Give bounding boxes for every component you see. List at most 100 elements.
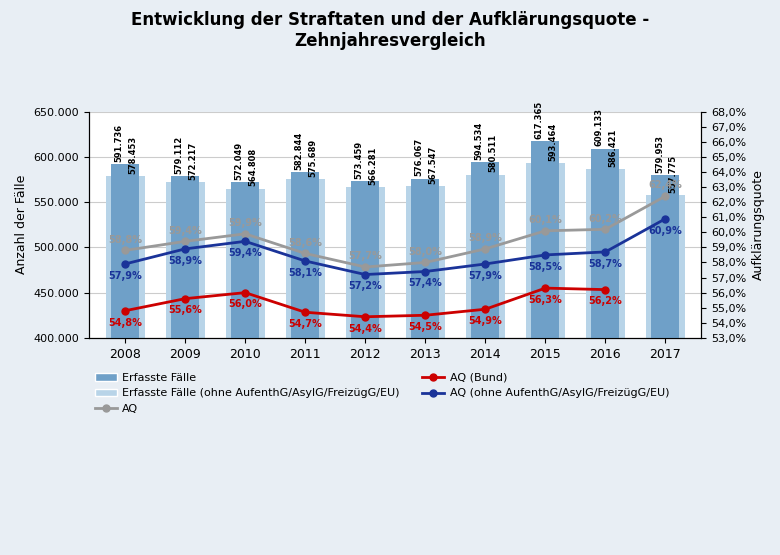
Text: 586.421: 586.421 bbox=[608, 129, 618, 167]
Bar bbox=[586, 169, 625, 555]
AQ bbox=[661, 193, 670, 199]
Bar bbox=[411, 179, 439, 555]
Legend: Erfasste Fälle, Erfasste Fälle (ohne AufenthG/AsylG/FreizügG/EU), AQ, AQ (Bund),: Erfasste Fälle, Erfasste Fälle (ohne Auf… bbox=[94, 373, 669, 414]
AQ (ohne AufenthG/AsylG/FreizügG/EU) bbox=[420, 268, 430, 275]
Text: 54,9%: 54,9% bbox=[469, 316, 502, 326]
Bar bbox=[346, 188, 385, 555]
Text: 572.049: 572.049 bbox=[235, 142, 243, 180]
AQ bbox=[480, 245, 490, 252]
Bar bbox=[646, 195, 685, 555]
Text: Entwicklung der Straftaten und der Aufklärungsquote -
Zehnjahresvergleich: Entwicklung der Straftaten und der Aufkl… bbox=[131, 11, 649, 50]
Text: 617.365: 617.365 bbox=[535, 100, 544, 139]
Text: 578.453: 578.453 bbox=[129, 136, 137, 174]
Text: 579.953: 579.953 bbox=[655, 135, 664, 173]
Text: 58,0%: 58,0% bbox=[409, 247, 442, 257]
AQ bbox=[420, 259, 430, 266]
AQ (Bund) bbox=[480, 306, 490, 312]
AQ (ohne AufenthG/AsylG/FreizügG/EU) bbox=[360, 271, 370, 278]
Text: 54,7%: 54,7% bbox=[289, 319, 322, 329]
Text: 564.808: 564.808 bbox=[249, 148, 257, 186]
Text: 593.464: 593.464 bbox=[548, 122, 558, 160]
Text: 579.112: 579.112 bbox=[175, 135, 183, 174]
AQ bbox=[240, 230, 250, 237]
Bar bbox=[231, 182, 259, 555]
AQ bbox=[541, 228, 550, 234]
AQ (ohne AufenthG/AsylG/FreizügG/EU) bbox=[601, 249, 610, 255]
Bar bbox=[225, 189, 264, 555]
Text: 58,8%: 58,8% bbox=[108, 235, 142, 245]
AQ bbox=[300, 250, 310, 257]
Text: 59,4%: 59,4% bbox=[168, 226, 202, 236]
Bar bbox=[291, 173, 319, 555]
Text: 59,4%: 59,4% bbox=[229, 248, 262, 258]
Text: 566.281: 566.281 bbox=[368, 147, 378, 185]
Text: 57,9%: 57,9% bbox=[469, 271, 502, 281]
Line: AQ: AQ bbox=[122, 193, 669, 270]
AQ (ohne AufenthG/AsylG/FreizügG/EU) bbox=[661, 215, 670, 222]
AQ (Bund) bbox=[300, 309, 310, 316]
Text: 55,6%: 55,6% bbox=[168, 305, 202, 315]
Text: 580.511: 580.511 bbox=[488, 134, 498, 172]
Text: 609.133: 609.133 bbox=[595, 108, 604, 147]
Text: 58,9%: 58,9% bbox=[468, 233, 502, 243]
Bar bbox=[526, 163, 565, 555]
Text: 54,8%: 54,8% bbox=[108, 317, 142, 327]
Y-axis label: Aufklärungsquote: Aufklärungsquote bbox=[752, 169, 765, 280]
AQ (Bund) bbox=[420, 312, 430, 319]
AQ (ohne AufenthG/AsylG/FreizügG/EU) bbox=[120, 261, 129, 268]
Bar bbox=[591, 149, 619, 555]
AQ (ohne AufenthG/AsylG/FreizügG/EU) bbox=[240, 238, 250, 245]
Text: 57,9%: 57,9% bbox=[108, 271, 142, 281]
AQ (ohne AufenthG/AsylG/FreizügG/EU) bbox=[180, 245, 190, 252]
Bar bbox=[111, 164, 139, 555]
AQ (ohne AufenthG/AsylG/FreizügG/EU) bbox=[541, 251, 550, 258]
Text: 582.844: 582.844 bbox=[295, 132, 303, 170]
Bar bbox=[105, 176, 144, 555]
Text: 54,5%: 54,5% bbox=[409, 322, 442, 332]
AQ (ohne AufenthG/AsylG/FreizügG/EU) bbox=[480, 261, 490, 268]
Bar bbox=[165, 182, 204, 555]
Text: 60,1%: 60,1% bbox=[529, 215, 562, 225]
AQ bbox=[120, 247, 129, 254]
Text: 58,7%: 58,7% bbox=[588, 259, 622, 269]
AQ (Bund) bbox=[180, 295, 190, 302]
AQ (Bund) bbox=[240, 289, 250, 296]
AQ (ohne AufenthG/AsylG/FreizügG/EU) bbox=[300, 258, 310, 264]
Text: 56,0%: 56,0% bbox=[229, 299, 262, 310]
Text: 57,4%: 57,4% bbox=[409, 278, 442, 288]
Y-axis label: Anzahl der Fälle: Anzahl der Fälle bbox=[15, 175, 28, 275]
Bar bbox=[466, 174, 505, 555]
Line: AQ (Bund): AQ (Bund) bbox=[122, 285, 609, 320]
AQ (Bund) bbox=[360, 314, 370, 320]
Text: 567.547: 567.547 bbox=[428, 146, 438, 184]
AQ (Bund) bbox=[541, 285, 550, 291]
Bar bbox=[531, 141, 559, 555]
Bar bbox=[171, 176, 199, 555]
AQ bbox=[180, 238, 190, 245]
Text: 59,9%: 59,9% bbox=[229, 218, 262, 228]
Text: 58,1%: 58,1% bbox=[289, 268, 322, 278]
Text: 60,9%: 60,9% bbox=[649, 225, 682, 235]
Text: 591.736: 591.736 bbox=[115, 124, 123, 162]
Bar bbox=[471, 162, 499, 555]
AQ bbox=[601, 226, 610, 233]
Text: 573.459: 573.459 bbox=[355, 140, 363, 179]
Text: 57,2%: 57,2% bbox=[349, 281, 382, 291]
Text: 57,7%: 57,7% bbox=[349, 251, 382, 261]
Text: 557.775: 557.775 bbox=[668, 155, 678, 193]
Text: 54,4%: 54,4% bbox=[349, 324, 382, 334]
Text: 58,9%: 58,9% bbox=[168, 256, 202, 266]
Text: 572.217: 572.217 bbox=[189, 142, 197, 180]
Text: 58,6%: 58,6% bbox=[289, 238, 322, 248]
Bar bbox=[285, 179, 324, 555]
Line: AQ (ohne AufenthG/AsylG/FreizügG/EU): AQ (ohne AufenthG/AsylG/FreizügG/EU) bbox=[122, 215, 669, 278]
Bar bbox=[351, 181, 379, 555]
Text: 56,2%: 56,2% bbox=[589, 296, 622, 306]
AQ bbox=[360, 264, 370, 270]
Text: 575.689: 575.689 bbox=[309, 139, 317, 176]
Text: 576.067: 576.067 bbox=[415, 138, 424, 176]
Text: 594.534: 594.534 bbox=[475, 122, 484, 160]
AQ (Bund) bbox=[601, 286, 610, 293]
Text: 62,4%: 62,4% bbox=[649, 180, 682, 190]
AQ (Bund) bbox=[120, 307, 129, 314]
